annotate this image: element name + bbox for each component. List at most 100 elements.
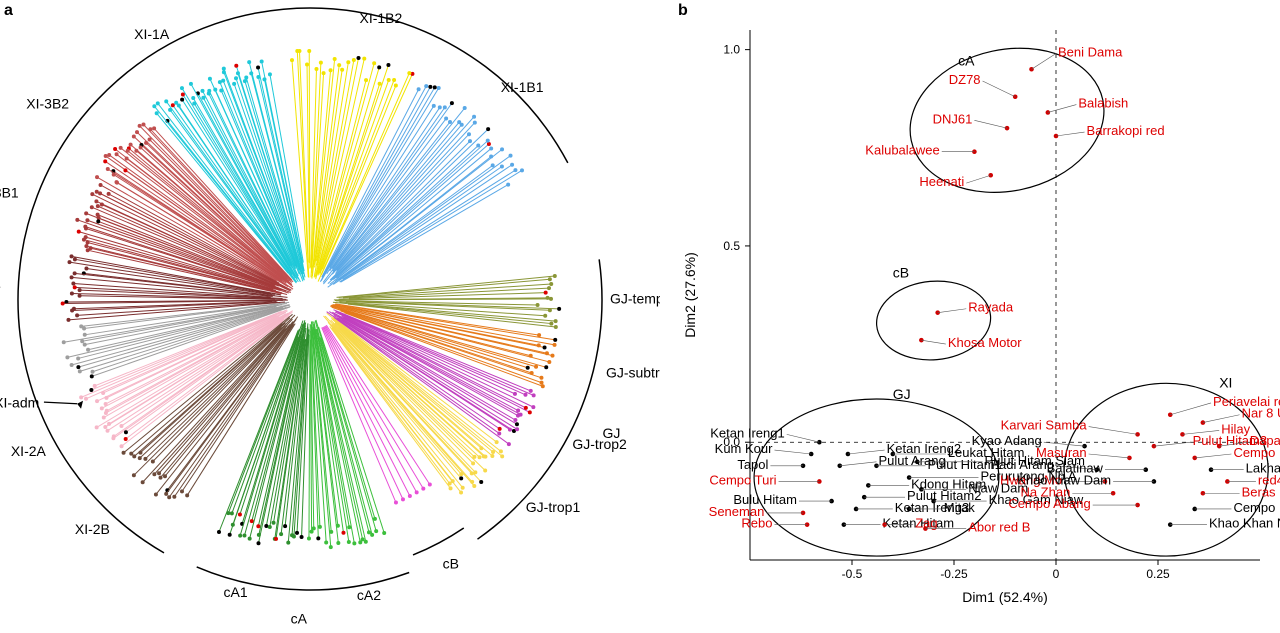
tree-tip xyxy=(286,541,290,545)
tree-tip xyxy=(73,285,77,289)
tree-tip xyxy=(367,530,371,534)
point-label: Rebo xyxy=(741,516,772,531)
tree-tip xyxy=(138,451,142,455)
tree-tip xyxy=(236,71,240,75)
tree-branch xyxy=(309,335,310,538)
tree-tip xyxy=(537,343,541,347)
label-leader xyxy=(974,120,1007,128)
tree-tip xyxy=(70,254,74,258)
tree-tip xyxy=(85,218,89,222)
clade-label: XI-3B1 xyxy=(0,185,19,201)
tree-tip xyxy=(336,524,340,528)
point-label: Kum Kour xyxy=(715,441,773,456)
tree-tip xyxy=(180,489,184,493)
tree-branch xyxy=(323,122,459,284)
tree-branch xyxy=(339,279,550,297)
tree-tip xyxy=(540,381,544,385)
tree-tip xyxy=(70,363,74,367)
tree-tip xyxy=(154,492,158,496)
tree-tip xyxy=(300,535,304,539)
point-label: Padi Arang xyxy=(990,457,1054,472)
tree-tip xyxy=(305,63,309,67)
label-leader xyxy=(1032,54,1056,70)
tree-branch xyxy=(340,170,522,282)
label-leader xyxy=(1170,403,1211,415)
tree-tip xyxy=(208,77,212,81)
tree-tip xyxy=(428,85,432,89)
tree-tip xyxy=(333,57,337,61)
tree-tip xyxy=(322,71,326,75)
clade-label: XI-2B xyxy=(75,521,110,537)
tree-tip xyxy=(192,101,196,105)
scatter-point xyxy=(1005,126,1010,131)
tree-tip xyxy=(111,436,115,440)
tree-tip xyxy=(347,525,351,529)
tree-tip xyxy=(329,68,333,72)
tree-tip xyxy=(262,77,266,81)
label-leader xyxy=(774,450,811,454)
label-leader xyxy=(983,81,1016,97)
tree-branch xyxy=(337,276,555,297)
tree-tip xyxy=(106,429,110,433)
tree-tip xyxy=(468,139,472,143)
point-label: Barrakopi red xyxy=(1087,123,1165,138)
tree-tip xyxy=(201,96,205,100)
tree-tip xyxy=(312,526,316,530)
clade-label: GJ-trop1 xyxy=(526,499,581,515)
clade-label: cA1 xyxy=(224,584,248,600)
tree-tip xyxy=(274,537,278,541)
tree-tip xyxy=(152,126,156,130)
tree-tip xyxy=(167,495,171,499)
tree-tip xyxy=(310,530,314,534)
tree-tip xyxy=(347,540,351,544)
point-label: Rayada xyxy=(968,300,1014,315)
tree-tip xyxy=(386,63,390,67)
tree-tip xyxy=(135,130,139,134)
tree-tip xyxy=(407,71,411,75)
tree-tip xyxy=(307,536,311,540)
tree-tip xyxy=(132,135,136,139)
tree-tip xyxy=(234,76,238,80)
tree-tip xyxy=(101,391,105,395)
tree-tip xyxy=(554,325,558,329)
tree-tip xyxy=(318,525,322,529)
tree-tip xyxy=(100,202,104,206)
tree-tip xyxy=(247,60,251,64)
tree-tip xyxy=(77,230,81,234)
tree-tip xyxy=(473,121,477,125)
tree-tip xyxy=(268,525,272,529)
tree-tip xyxy=(377,65,381,69)
tree-tip xyxy=(185,493,189,497)
tree-branch xyxy=(333,144,489,280)
point-label: Ketan Ireng1 xyxy=(710,425,784,440)
tree-tip xyxy=(553,343,557,347)
tree-tip xyxy=(103,425,107,429)
tree-tip xyxy=(292,535,296,539)
tree-tip xyxy=(95,425,99,429)
tree-tip xyxy=(70,292,74,296)
tree-tip xyxy=(70,275,74,279)
tree-tip xyxy=(89,388,93,392)
tree-tip xyxy=(157,471,161,475)
tree-tip xyxy=(443,105,447,109)
tree-tip xyxy=(90,374,94,378)
tree-tip xyxy=(100,406,104,410)
tree-tip xyxy=(234,64,238,68)
tree-tip xyxy=(107,192,111,196)
tree-tip xyxy=(554,319,558,323)
tree-tip xyxy=(539,376,543,380)
label-leader xyxy=(1195,454,1232,458)
tree-branch xyxy=(336,141,488,277)
tree-tip xyxy=(548,277,552,281)
tree-tip xyxy=(129,143,133,147)
tree-tip xyxy=(112,173,116,177)
tree-tip xyxy=(352,58,356,62)
tree-tip xyxy=(129,452,133,456)
tree-tip xyxy=(394,84,398,88)
tree-tip xyxy=(138,456,142,460)
tree-tip xyxy=(324,540,328,544)
label-leader xyxy=(1089,454,1130,458)
tree-tip xyxy=(401,497,405,501)
tree-tip xyxy=(356,56,360,60)
tree-tip xyxy=(115,181,119,185)
